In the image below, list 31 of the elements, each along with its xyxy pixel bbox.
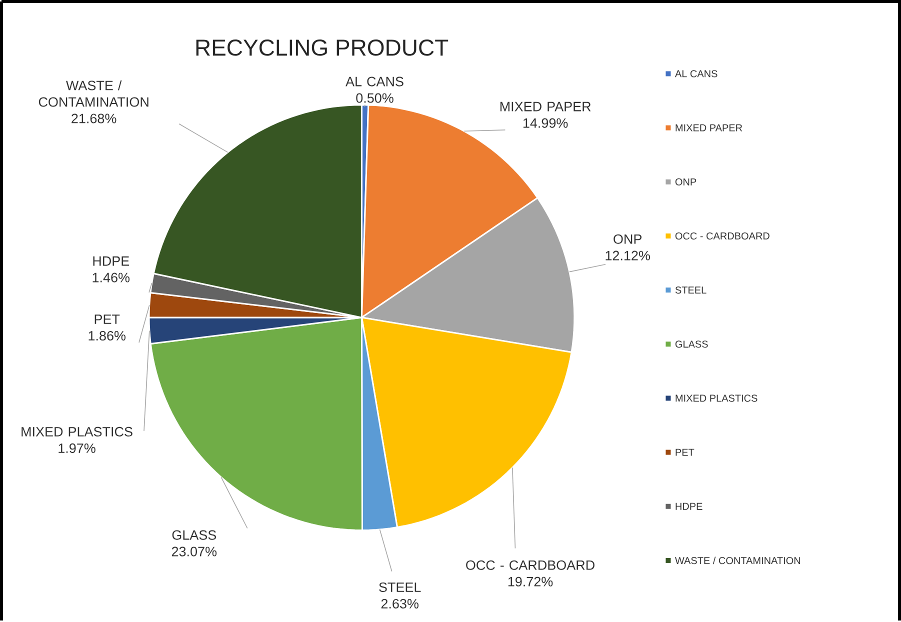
slice-label: OCC - CARDBOARD (466, 560, 594, 570)
legend-label: MIXED PAPER (676, 124, 742, 132)
chart-title: RECYCLING PRODUCT (196, 39, 448, 56)
legend-label: ONP (675, 178, 696, 186)
slice-label: GLASS (172, 530, 216, 540)
data-label: 19.72% (508, 576, 553, 586)
legend-label: MIXED PLASTICS (676, 394, 758, 402)
legend-label: STEEL (675, 286, 706, 294)
data-label: 12.12% (606, 250, 650, 260)
slice-label: HDPE (93, 256, 130, 266)
data-label: 21.68% (72, 114, 116, 124)
slice-label: AL CANS (346, 76, 404, 86)
legend-label: HDPE (676, 502, 702, 510)
data-label: 2.63% (381, 598, 418, 608)
slice-label: WASTE / CONTAMINATION (38, 80, 148, 107)
slice-label: STEEL (379, 582, 421, 592)
data-label: 0.50% (356, 93, 394, 103)
data-label: 1.97% (58, 443, 96, 453)
data-label: 23.07% (172, 546, 217, 556)
data-label: 1.86% (88, 330, 126, 340)
legend-label: AL CANS (674, 70, 718, 78)
legend-label: OCC - CARDBOARD (675, 232, 770, 240)
slice-label: MIXED PAPER (500, 102, 591, 112)
data-label: 1.46% (92, 272, 130, 282)
slice-label: PET (94, 314, 120, 324)
slice-label: MIXED PLASTICS (22, 426, 132, 436)
legend-label: PET (676, 448, 694, 456)
slice-label: ONP (614, 234, 642, 244)
legend-label: WASTE / CONTAMINATION (675, 556, 800, 564)
data-label: 14.99% (523, 118, 568, 128)
legend-label: GLASS (675, 340, 708, 348)
